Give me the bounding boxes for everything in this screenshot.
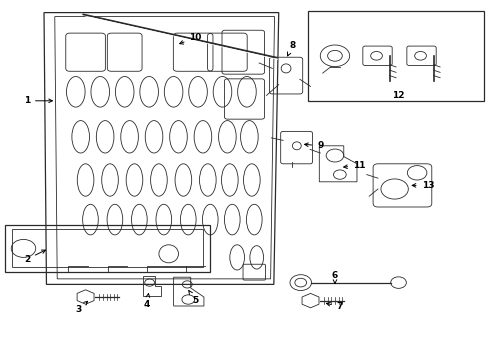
Text: 5: 5 xyxy=(188,291,198,305)
Text: 2: 2 xyxy=(24,250,45,264)
Text: 9: 9 xyxy=(304,141,323,150)
Bar xyxy=(307,11,483,101)
Text: 1: 1 xyxy=(24,96,52,105)
Text: 10: 10 xyxy=(179,33,202,44)
Text: 12: 12 xyxy=(391,91,404,100)
Text: 8: 8 xyxy=(287,40,295,56)
Text: 6: 6 xyxy=(331,271,337,283)
Text: 13: 13 xyxy=(411,181,433,190)
Text: 11: 11 xyxy=(343,161,365,170)
Text: 4: 4 xyxy=(143,293,150,309)
Text: 3: 3 xyxy=(75,301,87,314)
Text: 7: 7 xyxy=(326,302,343,311)
